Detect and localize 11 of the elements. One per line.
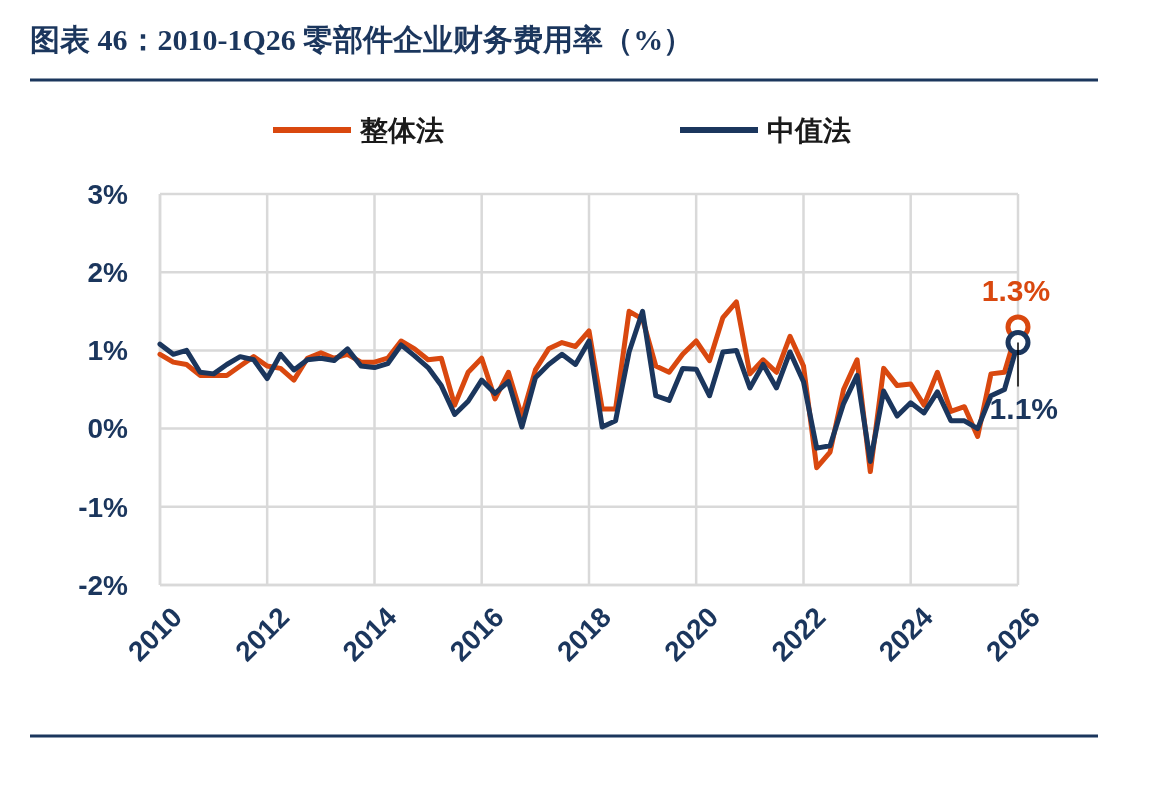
chart-title: 图表 46：2010-1Q26 零部件企业财务费用率（%） — [30, 23, 694, 56]
legend-label: 中值法 — [767, 114, 851, 146]
y-tick-label: -2% — [78, 569, 129, 601]
y-tick-label: 1% — [87, 335, 129, 367]
y-tick-label: -1% — [78, 491, 129, 523]
y-tick-label: 2% — [87, 257, 129, 288]
legend-label: 整体法 — [359, 114, 444, 146]
y-tick-label: 0% — [87, 413, 129, 445]
annotation: 1.1% — [989, 391, 1058, 425]
y-tick-label: 3% — [87, 178, 129, 210]
annotation: 1.3% — [981, 273, 1051, 307]
